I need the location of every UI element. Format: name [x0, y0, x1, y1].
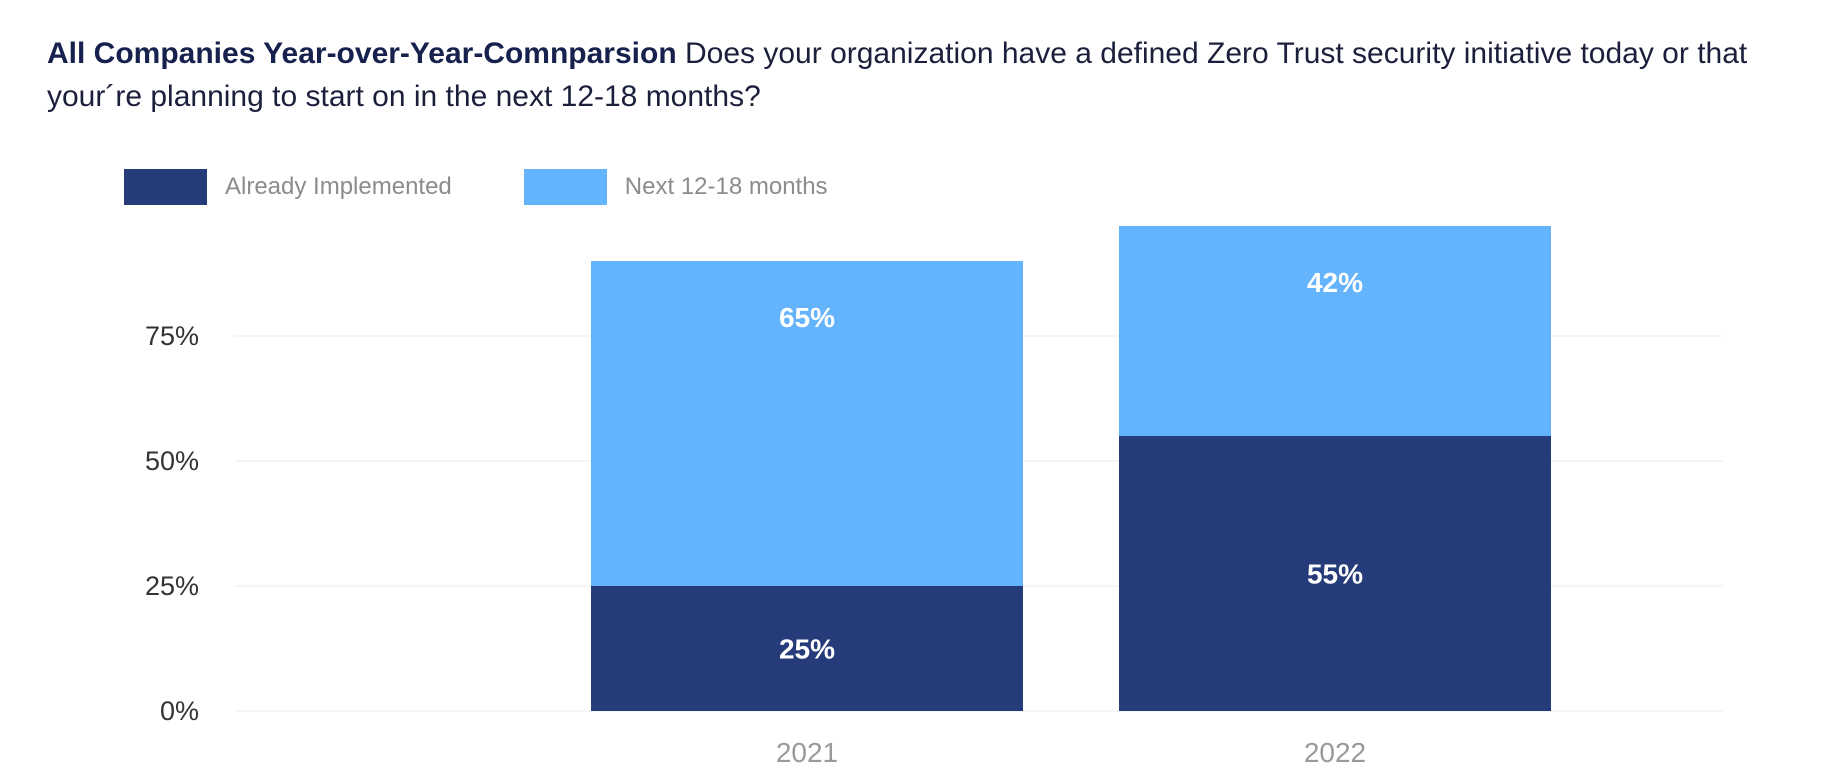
data-label: 65% [779, 302, 835, 333]
legend: Already Implemented Next 12-18 months [124, 168, 900, 205]
legend-swatch-already-implemented [124, 168, 207, 205]
chart-question: Does your organization have a defined Ze… [47, 37, 1748, 113]
x-tick-label: 2021 [776, 737, 838, 768]
data-label: 25% [779, 634, 835, 665]
bar-2022-next-12-18-months [1119, 226, 1551, 436]
x-tick-label: 2022 [1304, 737, 1366, 768]
y-axis-ticks: 0% 25% 50% 75% [145, 321, 199, 726]
legend-item-next-12-18-months: Next 12-18 months [523, 168, 828, 205]
y-tick-label: 25% [145, 571, 199, 601]
chart-title: All Companies Year-over-Year-Comnparsion [47, 37, 677, 70]
legend-label-next-12-18-months: Next 12-18 months [624, 172, 828, 200]
legend-item-already-implemented: Already Implemented [124, 168, 452, 205]
chart-heading: All Companies Year-over-Year-Comnparsion… [47, 32, 1807, 118]
y-tick-label: 75% [145, 321, 199, 351]
bars: 25% 65% 55% 42% [591, 226, 1551, 711]
y-tick-label: 0% [160, 696, 199, 726]
legend-swatch-next-12-18-months [523, 168, 607, 205]
x-axis-ticks: 2021 2022 [776, 737, 1366, 768]
bar-2022-already-implemented [1119, 436, 1551, 711]
data-label: 55% [1307, 559, 1363, 590]
bar-2021-already-implemented [591, 586, 1023, 711]
data-label: 42% [1307, 267, 1363, 298]
legend-label-already-implemented: Already Implemented [225, 172, 452, 200]
bar-2021-next-12-18-months [591, 261, 1023, 586]
y-tick-label: 50% [145, 446, 199, 476]
